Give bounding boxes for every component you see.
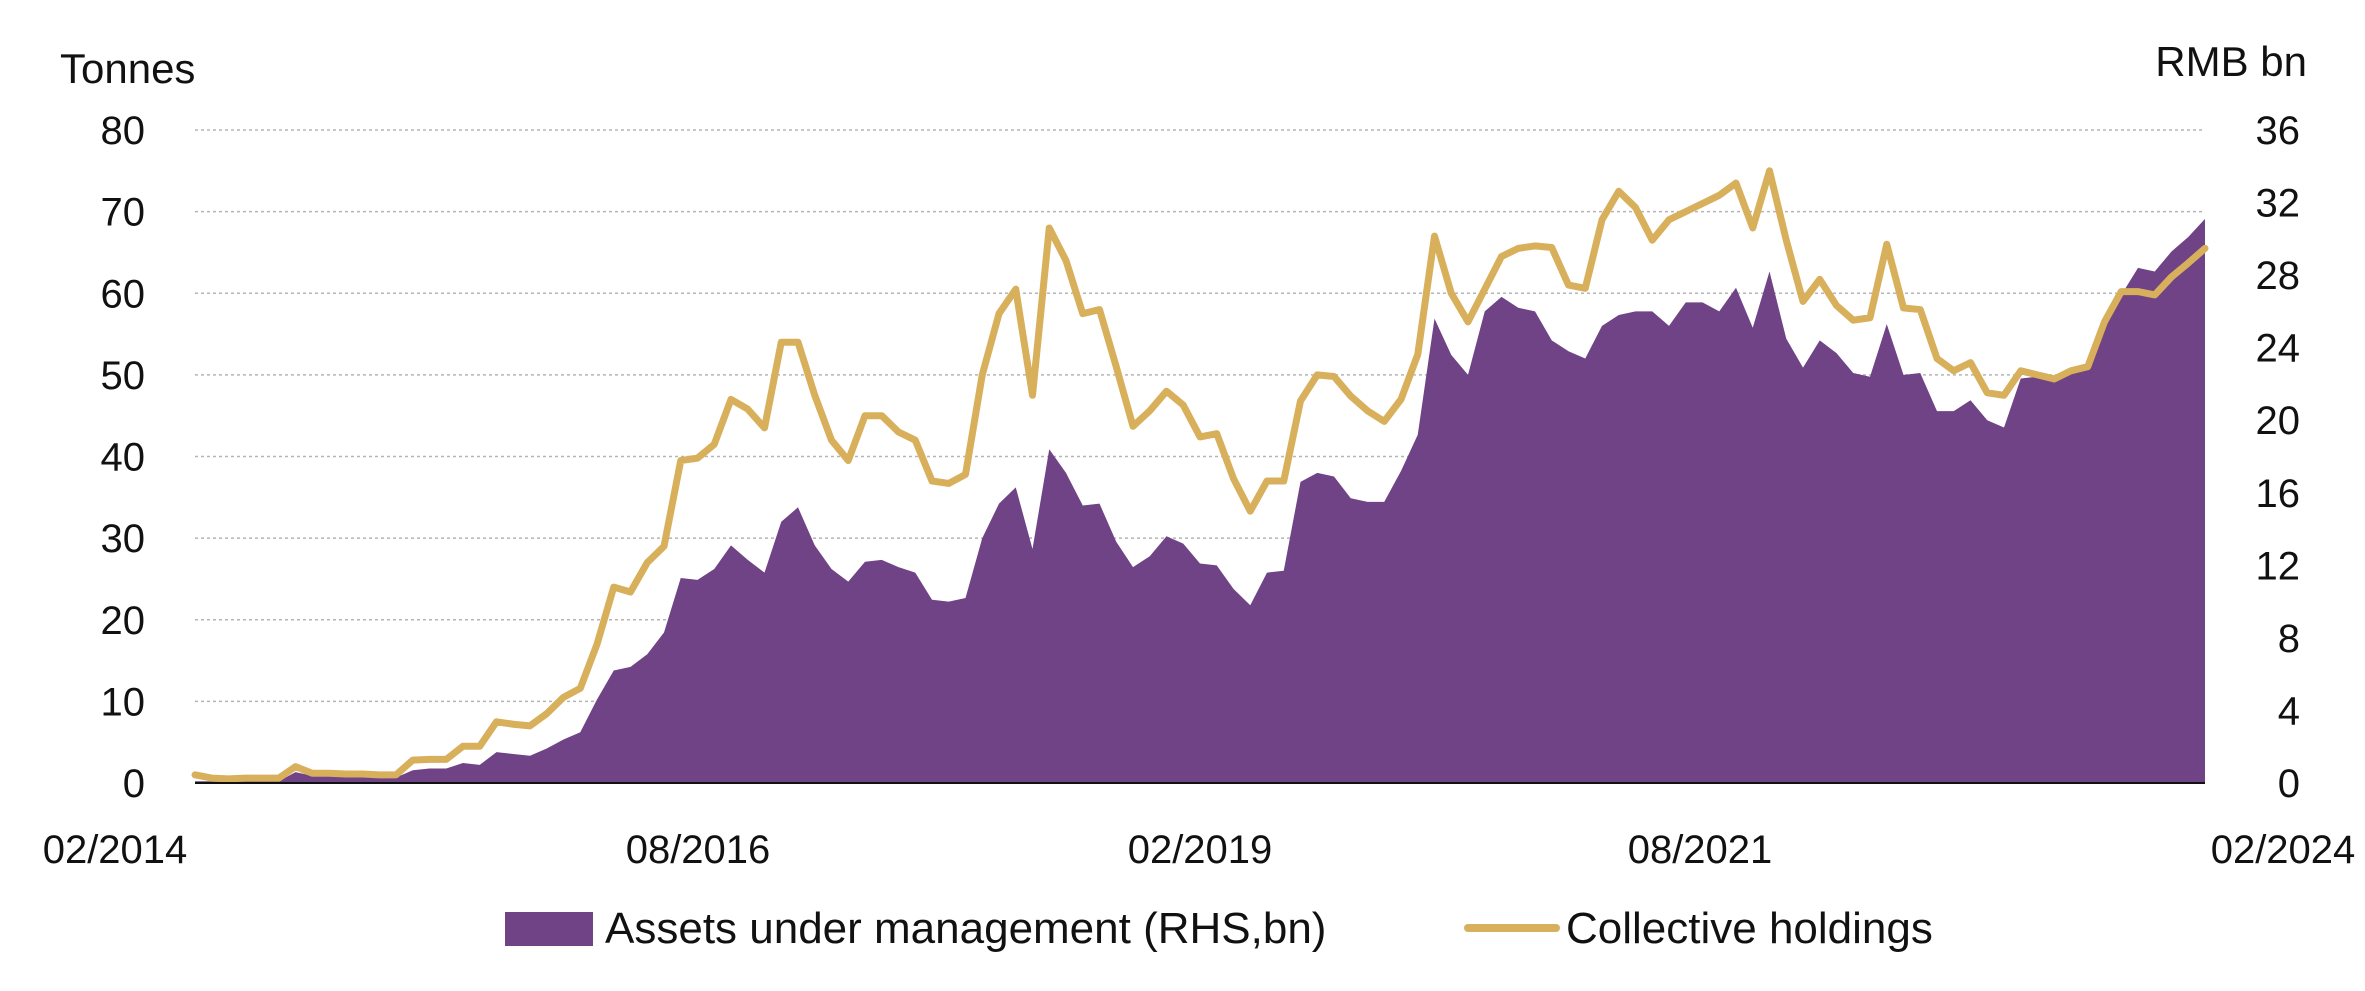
area-series-layer [195,218,2205,783]
right-tick-20: 20 [2256,399,2301,443]
x-tick-08-2016: 08/2016 [626,828,771,872]
left-tick-60: 60 [101,272,146,316]
right-axis-ticks: 0 4 8 12 16 20 24 28 32 36 [2256,109,2301,806]
left-tick-20: 20 [101,599,146,643]
right-tick-36: 36 [2256,109,2301,153]
right-tick-8: 8 [2278,617,2300,661]
right-tick-24: 24 [2256,327,2301,371]
left-tick-0: 0 [123,762,145,806]
left-axis-title: Tonnes [60,45,195,92]
line-collective-holdings [191,167,2209,783]
x-tick-02-2019: 02/2019 [1128,828,1273,872]
x-tick-02-2014: 02/2014 [43,828,188,872]
right-tick-4: 4 [2278,689,2300,733]
left-tick-50: 50 [101,354,146,398]
left-tick-40: 40 [101,436,146,480]
x-tick-02-2024: 02/2024 [2211,828,2356,872]
left-tick-30: 30 [101,517,146,561]
legend-label-collective-holdings: Collective holdings [1566,904,1933,953]
right-tick-28: 28 [2256,254,2301,298]
left-axis-ticks: 0 10 20 30 40 50 60 70 80 [101,109,146,806]
left-tick-80: 80 [101,109,146,153]
right-axis-title: RMB bn [2155,38,2307,85]
right-tick-32: 32 [2256,182,2301,226]
right-tick-16: 16 [2256,472,2301,516]
x-axis-ticks: 02/2014 08/2016 02/2019 08/2021 02/2024 [43,828,2356,872]
x-tick-08-2021: 08/2021 [1628,828,1773,872]
right-tick-12: 12 [2256,544,2301,588]
right-tick-0: 0 [2278,762,2300,806]
line-series-layer [191,167,2209,783]
legend-swatch-assets-under-management [505,912,593,946]
legend: Assets under management (RHS,bn) Collect… [505,904,1933,953]
area-assets-under-management [195,218,2205,783]
left-tick-10: 10 [101,680,146,724]
legend-label-assets-under-management: Assets under management (RHS,bn) [605,904,1326,953]
left-tick-70: 70 [101,191,146,235]
